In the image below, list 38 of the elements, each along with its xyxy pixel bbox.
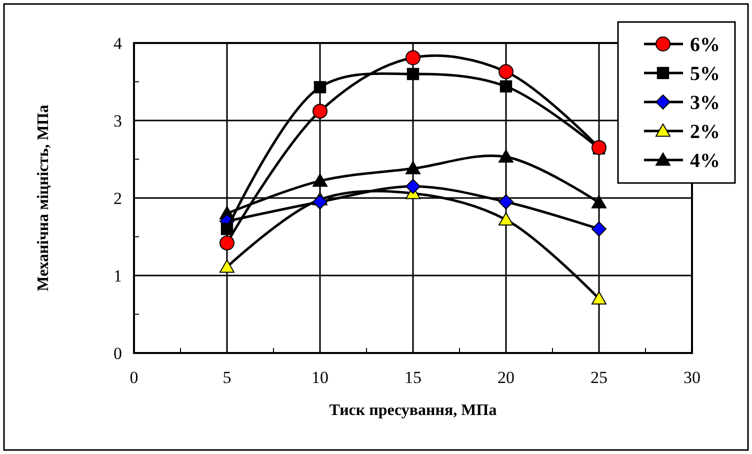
legend-label: 5% bbox=[690, 63, 720, 85]
y-tick-label: 1 bbox=[114, 266, 122, 286]
point bbox=[220, 222, 234, 236]
point bbox=[406, 68, 420, 80]
legend-label: 2% bbox=[690, 121, 720, 143]
y-axis-title: Механічна міцність, МПа bbox=[35, 104, 52, 292]
point bbox=[406, 50, 420, 66]
x-tick-label: 10 bbox=[312, 368, 328, 387]
x-tick-label: 25 bbox=[590, 368, 608, 387]
point bbox=[220, 259, 234, 273]
legend-label: 6% bbox=[690, 34, 720, 56]
y-tick-label: 2 bbox=[114, 188, 122, 208]
point bbox=[314, 81, 326, 94]
point bbox=[498, 149, 514, 163]
x-tick-label: 20 bbox=[498, 368, 514, 387]
point bbox=[312, 173, 328, 187]
point bbox=[220, 235, 234, 250]
x-tick-label: 0 bbox=[130, 368, 138, 387]
point bbox=[592, 291, 606, 304]
point bbox=[406, 178, 420, 194]
point bbox=[498, 212, 514, 226]
y-tick-label: 0 bbox=[114, 344, 122, 363]
point bbox=[312, 104, 328, 119]
x-tick-label: 15 bbox=[404, 368, 422, 387]
x-axis-title: Тиск пресування, МПа bbox=[329, 402, 497, 419]
point bbox=[406, 161, 420, 174]
point bbox=[498, 194, 514, 210]
legend-label: 3% bbox=[690, 92, 720, 114]
point bbox=[498, 64, 514, 80]
x-tick-label: 30 bbox=[684, 368, 700, 387]
y-tick-label: 4 bbox=[114, 34, 122, 53]
legend-label: 4% bbox=[690, 150, 720, 172]
y-tick-label: 3 bbox=[114, 111, 122, 130]
x-tick-label: 5 bbox=[222, 368, 232, 387]
point bbox=[592, 195, 606, 208]
point bbox=[312, 194, 328, 210]
point bbox=[500, 80, 512, 92]
point bbox=[592, 222, 606, 236]
